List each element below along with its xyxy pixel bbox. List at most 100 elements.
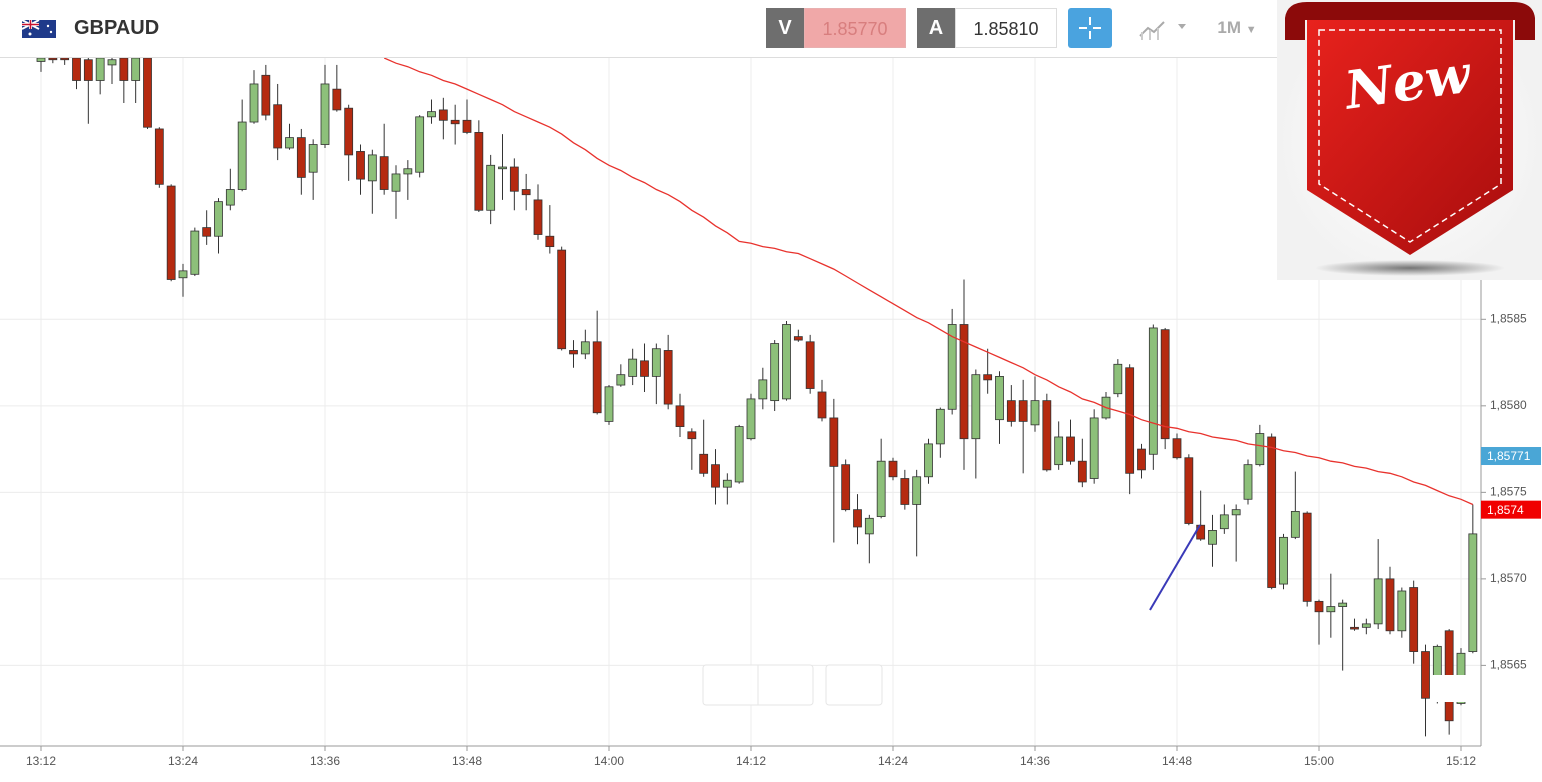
candle-body xyxy=(438,109,448,121)
candle-body xyxy=(1397,590,1407,632)
candle-body xyxy=(486,164,496,211)
candle-body xyxy=(1302,512,1312,602)
x-tick-label: 15:00 xyxy=(1304,754,1334,768)
candle-body xyxy=(758,379,768,400)
symbol: GBPAUD xyxy=(74,17,160,39)
sell-price[interactable]: 1.85770 xyxy=(804,8,906,48)
price-marker-label: 1,8574 xyxy=(1487,503,1524,517)
crosshair-button[interactable] xyxy=(1068,8,1112,48)
candle-body xyxy=(72,58,81,81)
y-tick-label: 1,8580 xyxy=(1490,398,1527,412)
candle-body xyxy=(924,443,933,478)
moving-average xyxy=(383,58,1474,506)
drawn-line xyxy=(1149,524,1201,611)
candle-body xyxy=(261,74,271,116)
x-tick-label: 14:24 xyxy=(878,754,908,768)
candle-body xyxy=(1243,464,1253,500)
sell-label[interactable]: V xyxy=(766,8,804,48)
candle-body xyxy=(888,460,898,478)
y-tick-label: 1,8570 xyxy=(1490,571,1527,585)
candle-body xyxy=(391,173,401,192)
candle-body xyxy=(935,408,945,445)
candle-body xyxy=(900,478,910,505)
grid xyxy=(0,58,1481,745)
candle-body xyxy=(675,405,685,427)
x-tick-label: 13:12 xyxy=(26,754,56,768)
candle-body xyxy=(1373,578,1383,625)
candle-body xyxy=(782,324,791,400)
y-tick-label: 1,8565 xyxy=(1490,658,1527,672)
candle-body xyxy=(722,479,732,488)
reset-control[interactable] xyxy=(825,664,883,706)
candle-body xyxy=(971,374,981,440)
candle-body xyxy=(663,350,673,405)
x-tick-label: 13:36 xyxy=(310,754,340,768)
candle-body xyxy=(959,324,969,440)
candle-body xyxy=(770,343,780,402)
candle-body xyxy=(83,59,93,81)
candle-body xyxy=(604,386,614,422)
candle-body xyxy=(592,341,602,414)
candle-body xyxy=(450,119,460,125)
candle-body xyxy=(1421,651,1430,699)
candle-body xyxy=(640,360,649,377)
candle-body xyxy=(746,398,756,440)
candle-body xyxy=(107,59,117,66)
candle-body xyxy=(616,374,626,386)
price-marker xyxy=(1481,500,1541,519)
candle-body xyxy=(202,227,212,237)
x-tick-label: 13:48 xyxy=(452,754,482,768)
timeframe-label[interactable]: 1M xyxy=(1217,18,1241,37)
candle-body xyxy=(1137,448,1146,471)
candle-body xyxy=(711,464,720,488)
candle-body xyxy=(462,119,472,133)
candle-body xyxy=(1468,533,1478,652)
buy-label[interactable]: A xyxy=(917,8,955,48)
candle-body xyxy=(427,111,436,118)
y-tick-label: 1,8585 xyxy=(1490,311,1527,325)
candle-body xyxy=(190,230,200,275)
candle-body xyxy=(841,464,851,511)
x-tick-label: 13:24 xyxy=(168,754,198,768)
new-badge: New xyxy=(1277,0,1542,280)
tooltip-box xyxy=(1430,675,1470,702)
candle-body xyxy=(1125,367,1135,474)
candle-body xyxy=(853,509,862,528)
candle-body xyxy=(545,235,555,248)
candle-body xyxy=(1148,327,1158,455)
candle-body xyxy=(1385,578,1395,632)
y-tick-label: 1,8575 xyxy=(1490,485,1527,499)
candle-body xyxy=(557,249,567,350)
candle-body xyxy=(285,137,294,149)
price-marker xyxy=(1481,447,1541,466)
candle-body xyxy=(876,460,886,517)
candle-body xyxy=(1054,436,1064,466)
candle-body xyxy=(1350,626,1359,630)
candle-body xyxy=(1409,587,1419,652)
candle-body xyxy=(154,128,164,185)
candle-body xyxy=(1231,509,1241,516)
candle-body xyxy=(225,189,235,206)
buy-price[interactable]: 1.85810 xyxy=(955,8,1057,48)
candle-body xyxy=(829,417,839,467)
candle-body xyxy=(1255,433,1265,466)
candle-body xyxy=(95,58,105,81)
candle-body xyxy=(1314,600,1324,613)
candle-body xyxy=(249,83,259,123)
candle-body xyxy=(1208,530,1217,545)
plot xyxy=(36,58,1478,737)
candle-body xyxy=(131,58,141,81)
candle-body xyxy=(415,116,425,173)
candle-body xyxy=(1326,606,1336,613)
chart-type-button[interactable] xyxy=(1138,16,1194,42)
candle-body xyxy=(166,185,176,280)
candle-body xyxy=(793,336,803,341)
candle-body xyxy=(947,324,957,410)
candle-body xyxy=(651,348,661,377)
timeframe[interactable]: 1M ▼ xyxy=(1217,18,1257,37)
candle-body xyxy=(1361,623,1371,628)
candle-body xyxy=(1030,400,1040,426)
candle-body xyxy=(237,121,247,190)
